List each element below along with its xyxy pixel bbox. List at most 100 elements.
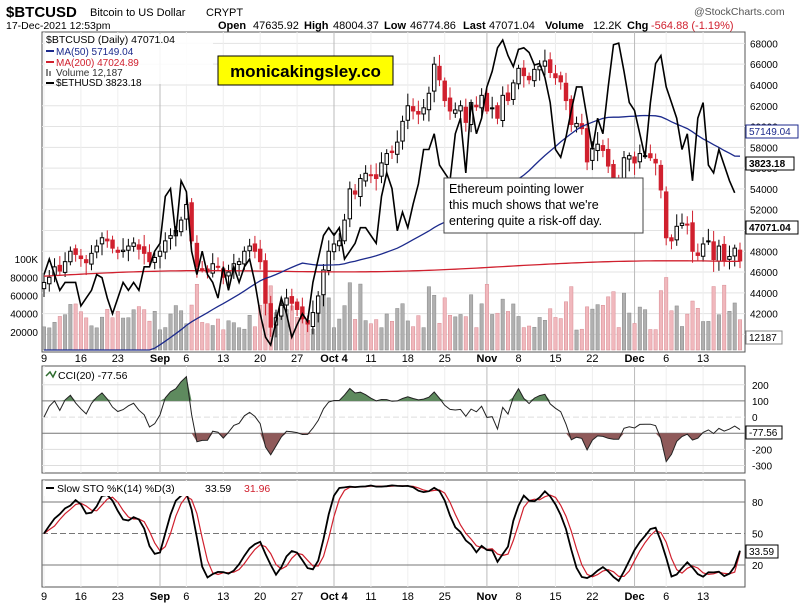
candle-body — [511, 82, 516, 100]
candle-body — [405, 105, 411, 121]
date-tick-label: 13 — [217, 353, 229, 365]
volume-bar — [585, 306, 590, 351]
legend-volume-swatch-2 — [49, 71, 51, 76]
candle-body — [358, 178, 363, 198]
volume-bar — [416, 315, 421, 351]
candle-body — [547, 59, 553, 73]
candle-body — [257, 248, 263, 263]
candle-body — [669, 237, 674, 242]
volume-bar — [469, 294, 474, 351]
candle-body — [326, 250, 331, 272]
candle-body — [284, 297, 289, 306]
volume-bar — [579, 328, 584, 351]
date-tick-label: 16 — [75, 591, 87, 603]
candle-body — [342, 219, 347, 242]
candle-body — [532, 68, 537, 82]
candle-body — [605, 148, 611, 167]
date-tick-label: 11 — [365, 591, 376, 603]
date-tick-label: Nov — [477, 591, 499, 603]
candle-body — [416, 111, 421, 115]
candle-body — [595, 143, 600, 152]
candle-body — [379, 162, 384, 177]
volume-bar — [500, 298, 505, 351]
volume-bar — [368, 323, 373, 351]
low-label: Low — [384, 20, 406, 32]
main-panel-frame — [41, 31, 746, 353]
date-tick-label: 18 — [402, 591, 414, 603]
cci-title: CCI(20) -77.56 — [44, 368, 144, 382]
candle-body — [363, 172, 368, 182]
annotation-line-2: this much shows that we're — [449, 198, 599, 212]
high-label: High — [304, 20, 329, 32]
symbol-name: Bitcoin to US Dollar — [90, 7, 186, 19]
ma50-price-text: 57149.04 — [749, 127, 791, 138]
price-tick-label: 68000 — [750, 39, 778, 50]
volume-tick-label: 40000 — [10, 310, 38, 321]
candle-body — [215, 265, 221, 268]
volume-bar — [384, 313, 389, 351]
volume-bar — [484, 284, 489, 351]
volume-bar — [421, 327, 426, 351]
volume-bar — [738, 319, 742, 351]
candle-body — [226, 271, 231, 277]
volume-bar — [110, 317, 115, 351]
cci-value-text: -77.56 — [749, 428, 778, 439]
candle-body — [136, 244, 142, 250]
volume-bar — [105, 309, 110, 351]
volume-bar — [200, 322, 205, 351]
legend-volume-swatch — [46, 69, 48, 76]
volume-bar — [242, 328, 247, 351]
volume-bar — [516, 316, 521, 351]
volume-bar — [685, 313, 690, 351]
volume-bar — [89, 325, 94, 351]
price-tick-label: 48000 — [750, 247, 778, 258]
date-tick-label: 8 — [515, 591, 521, 603]
cci-overbought-fill — [44, 376, 740, 401]
candle-body — [352, 190, 358, 195]
volume-bar — [569, 286, 574, 351]
volume-bar — [100, 316, 104, 351]
candle-body — [410, 106, 416, 112]
candle-body — [737, 249, 743, 262]
candle-body — [331, 243, 337, 253]
volume-bar — [648, 329, 653, 351]
date-tick-label: 11 — [365, 353, 376, 365]
volume-bar — [722, 284, 727, 351]
price-tick-label: 66000 — [750, 60, 778, 71]
candle-body — [110, 239, 115, 249]
volume-tick-label: 100K — [15, 255, 39, 266]
volume-bar — [147, 320, 152, 351]
volume-bar — [342, 305, 347, 351]
legend: $BTCUSD (Daily) 47071.04 MA(50) 57149.04… — [45, 34, 213, 89]
candle-body — [447, 97, 453, 112]
volume-bar — [521, 327, 526, 351]
annotation-line-3: entering quite a risk-off day. — [449, 214, 602, 228]
open-label: Open — [218, 20, 246, 32]
volume-bar — [690, 300, 695, 351]
ma50-line — [44, 114, 741, 351]
date-tick-label: 25 — [439, 591, 451, 603]
volume-bar — [258, 305, 263, 351]
candle-body — [574, 122, 579, 128]
volume-bar — [590, 308, 595, 351]
candle-body — [685, 223, 690, 226]
date-tick-label: 16 — [75, 353, 87, 365]
volume-bar — [136, 306, 141, 351]
eth-line — [43, 38, 736, 347]
candle-body — [89, 252, 94, 265]
candle-body — [711, 241, 716, 261]
price-tick-label: 54000 — [750, 185, 778, 196]
candle-body — [279, 304, 284, 317]
candle-body — [373, 174, 379, 180]
brand-text: monicakingsley.co — [230, 62, 381, 81]
chg-label: Chg — [627, 20, 648, 32]
volume-bar — [411, 326, 416, 351]
date-tick-label: 9 — [41, 353, 47, 365]
volume-bar — [453, 316, 458, 351]
candle-body — [189, 202, 194, 242]
volume-bar — [627, 312, 632, 351]
sto-title-prefix: Slow STO %K(14) %D(3) — [57, 483, 175, 495]
date-tick-label: 6 — [663, 353, 669, 365]
volume-bar — [616, 327, 621, 351]
